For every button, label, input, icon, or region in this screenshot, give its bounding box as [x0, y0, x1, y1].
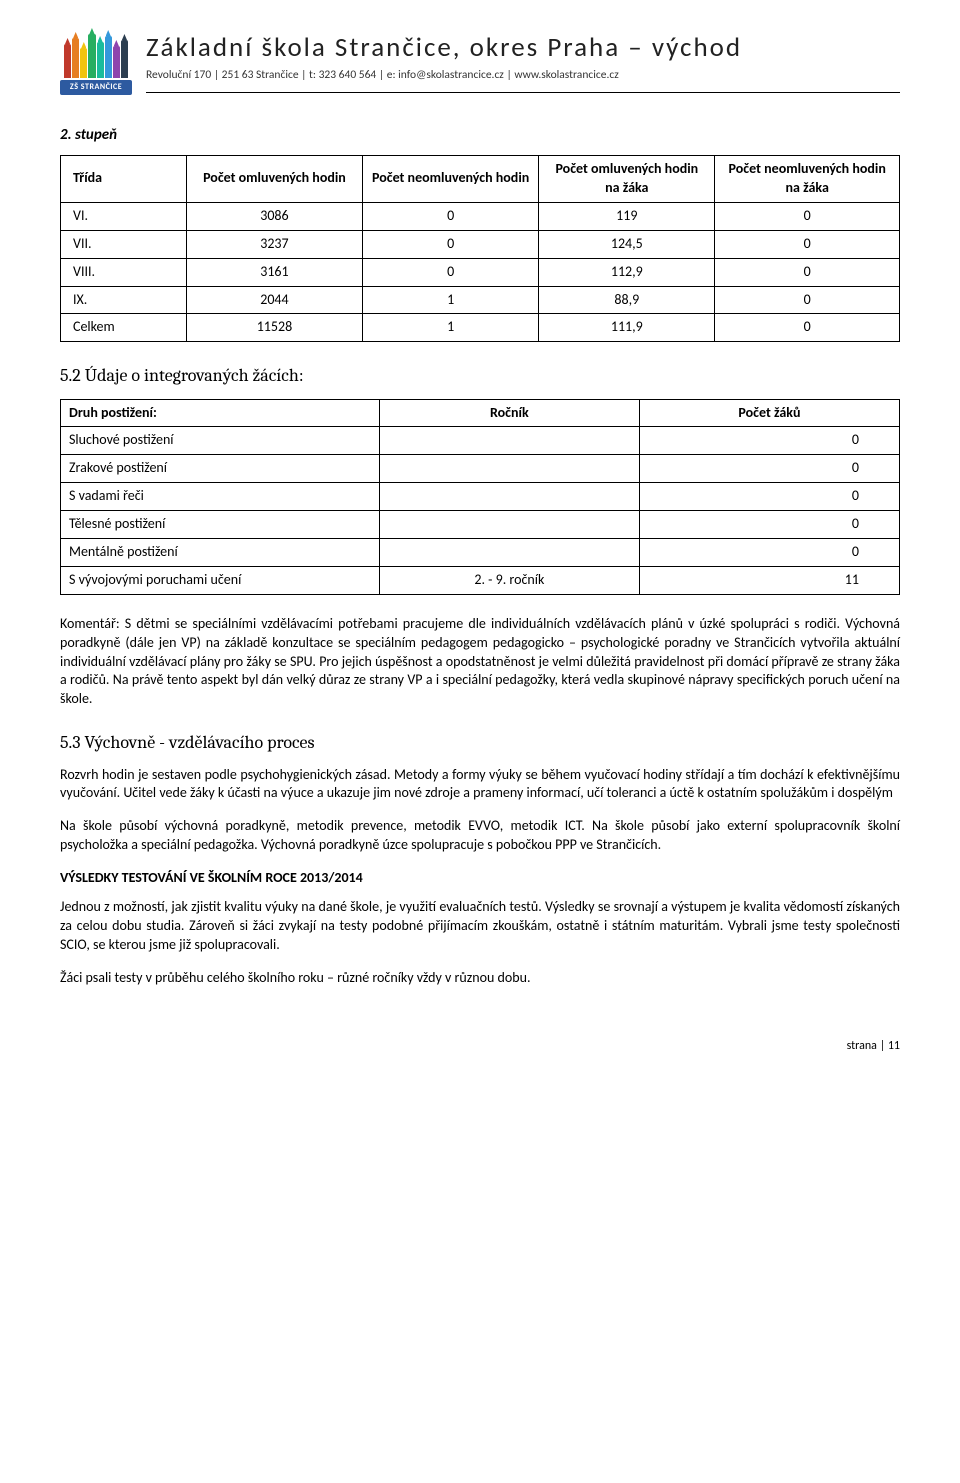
table-cell: Sluchové postižení [61, 427, 380, 455]
crayon-icon [121, 40, 128, 78]
table-cell: 112,9 [539, 258, 715, 286]
table-cell: Zrakové postižení [61, 455, 380, 483]
table-header-cell: Třída [61, 156, 187, 203]
sec53-p3: Jednou z možností, jak zjistit kvalitu v… [60, 898, 900, 955]
table-cell: 0 [715, 202, 900, 230]
crayon-icon [80, 48, 87, 78]
table-row: Tělesné postižení 0 [61, 511, 900, 539]
table-cell: 0 [363, 258, 539, 286]
absence-table: TřídaPočet omluvených hodinPočet neomluv… [60, 155, 900, 342]
table-cell: 88,9 [539, 286, 715, 314]
page-number: strana | 11 [60, 1038, 900, 1054]
section-5-3-heading: 5.3 Výchovně - vzdělávacího proces [60, 731, 900, 755]
table-cell: VI. [61, 202, 187, 230]
table-cell: S vadami řeči [61, 483, 380, 511]
table-cell: 111,9 [539, 314, 715, 342]
table-cell: 11 [639, 566, 899, 594]
school-contact-line: Revoluční 170 | 251 63 Strančice | t: 32… [146, 68, 900, 93]
table-cell: 1 [363, 286, 539, 314]
table-cell [379, 511, 639, 539]
table-row: VIII.31610112,90 [61, 258, 900, 286]
table-cell: 0 [363, 202, 539, 230]
table-cell [379, 483, 639, 511]
table-cell: IX. [61, 286, 187, 314]
table-cell: VIII. [61, 258, 187, 286]
table-row: S vadami řeči 0 [61, 483, 900, 511]
stage-heading: 2. stupeň [60, 125, 900, 145]
table-cell: 0 [639, 483, 899, 511]
table-cell: 3086 [186, 202, 362, 230]
sec53-p2: Na škole působí výchovná poradkyně, meto… [60, 817, 900, 855]
school-name: Základní škola Strančice, okres Praha – … [146, 30, 900, 66]
comment-paragraph: Komentář: S dětmi se speciálními vzděláv… [60, 615, 900, 709]
table-cell: Mentálně postižení [61, 539, 380, 567]
table-cell: 0 [639, 427, 899, 455]
table-cell: 0 [639, 511, 899, 539]
table-header-cell: Druh postižení: [61, 399, 380, 427]
table-row: S vývojovými poruchami učení2. - 9. ročn… [61, 566, 900, 594]
table-cell: 0 [715, 230, 900, 258]
crayon-icon [97, 42, 104, 78]
table-cell: 11528 [186, 314, 362, 342]
sec53-p4: Žáci psali testy v průběhu celého školní… [60, 969, 900, 988]
crayon-icon [88, 34, 95, 78]
table-header-cell: Počet omluvených hodin na žáka [539, 156, 715, 203]
table-cell [379, 427, 639, 455]
logo-text: ZŠ STRANČICE [70, 82, 122, 92]
table-header-cell: Počet žáků [639, 399, 899, 427]
crayon-icon [72, 38, 79, 78]
table-cell: 124,5 [539, 230, 715, 258]
section-5-2-heading: 5.2 Údaje o integrovaných žácích: [60, 364, 900, 388]
table-row: Sluchové postižení 0 [61, 427, 900, 455]
table-cell [379, 455, 639, 483]
table-header-cell: Počet neomluvených hodin na žáka [715, 156, 900, 203]
table-cell [379, 539, 639, 567]
logo-label: ZŠ STRANČICE [60, 80, 132, 95]
page-header: ZŠ STRANČICE Základní škola Strančice, o… [60, 30, 900, 95]
table-cell: Tělesné postižení [61, 511, 380, 539]
table-cell: 0 [715, 314, 900, 342]
table-cell: VII. [61, 230, 187, 258]
table-cell: S vývojovými poruchami učení [61, 566, 380, 594]
sec53-bold-heading: VÝSLEDKY TESTOVÁNÍ VE ŠKOLNÍM ROCE 2013/… [60, 869, 900, 888]
table-cell: 0 [639, 455, 899, 483]
table-row: Mentálně postižení 0 [61, 539, 900, 567]
table-cell: Celkem [61, 314, 187, 342]
table-cell: 0 [715, 258, 900, 286]
table-cell: 1 [363, 314, 539, 342]
table-cell: 2044 [186, 286, 362, 314]
table-header-cell: Ročník [379, 399, 639, 427]
table-cell: 2. - 9. ročník [379, 566, 639, 594]
table-cell: 3161 [186, 258, 362, 286]
table-row: VII.32370124,50 [61, 230, 900, 258]
crayon-icon [105, 36, 112, 78]
table-row: IX.2044188,90 [61, 286, 900, 314]
table-cell: 119 [539, 202, 715, 230]
crayon-icon [64, 44, 71, 78]
header-text-block: Základní škola Strančice, okres Praha – … [146, 30, 900, 93]
integration-table: Druh postižení:RočníkPočet žáků Sluchové… [60, 399, 900, 595]
table-row: Celkem115281111,90 [61, 314, 900, 342]
sec53-p1: Rozvrh hodin je sestaven podle psychohyg… [60, 766, 900, 804]
table-cell: 0 [363, 230, 539, 258]
table-cell: 0 [639, 539, 899, 567]
crayon-icon [113, 46, 120, 78]
table-cell: 3237 [186, 230, 362, 258]
table-header-cell: Počet neomluvených hodin [363, 156, 539, 203]
table-header-cell: Počet omluvených hodin [186, 156, 362, 203]
table-cell: 0 [715, 286, 900, 314]
table-row: VI.308601190 [61, 202, 900, 230]
table-row: Zrakové postižení 0 [61, 455, 900, 483]
school-logo: ZŠ STRANČICE [60, 30, 132, 95]
